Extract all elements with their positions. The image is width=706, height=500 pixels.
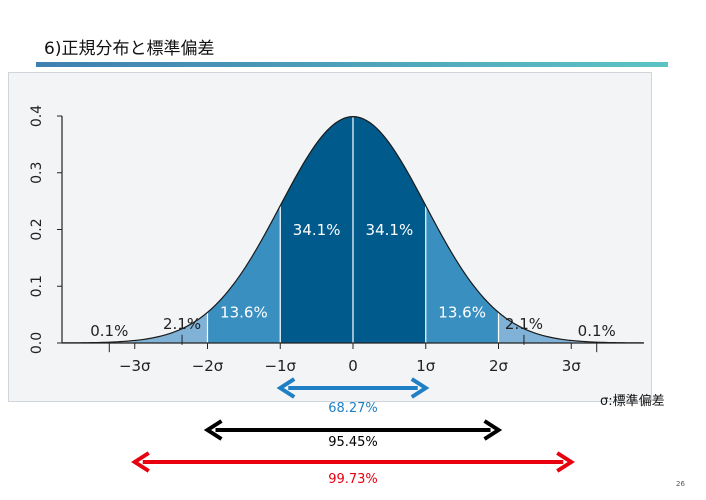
sigma-ranges: 68.27% 95.45% 99.73%	[131, 377, 575, 487]
y-tick-label: 0.1	[29, 275, 45, 297]
x-tick-label: 3σ	[562, 357, 582, 375]
x-tick-label: 1σ	[416, 357, 436, 375]
sigma-note: σ:標準偏差	[600, 394, 665, 409]
area-label: 2.1%	[163, 315, 201, 333]
arrow-head-right	[556, 451, 575, 473]
page-number: 26	[676, 480, 685, 488]
sigma-range-arrow: 68.27%	[276, 377, 430, 416]
band-area-6	[498, 312, 572, 343]
x-tick-label: 0	[348, 357, 358, 375]
x-tick-label: −1σ	[264, 357, 296, 375]
arrow-head-left	[276, 377, 296, 399]
sigma-range-label: 68.27%	[328, 401, 378, 416]
density-curve-line	[61, 115, 645, 344]
sigma-range-label: 95.45%	[328, 435, 378, 450]
sigma-range-label: 99.73%	[328, 472, 378, 487]
area-label: 13.6%	[438, 303, 486, 321]
area-label: 34.1%	[366, 221, 414, 239]
x-tick-label: −2σ	[192, 357, 224, 375]
y-tick-label: 0.2	[29, 218, 45, 240]
band-area-1	[134, 312, 208, 343]
x-tick-label: −3σ	[119, 357, 151, 375]
arrow-head-right	[483, 419, 503, 441]
area-label: 0.1%	[90, 322, 128, 340]
y-tick-label: 0.3	[29, 162, 45, 184]
y-tick-label: 0.0	[29, 332, 45, 354]
y-tick-label: 0.4	[29, 105, 45, 127]
area-label: 2.1%	[505, 315, 543, 333]
area-labels: 0.1% 2.1% 13.6% 34.1% 34.1% 13.6% 2.1% 0.1%	[90, 221, 616, 353]
area-label: 0.1%	[578, 322, 616, 340]
axes: 0.0 0.1 0.2 0.3 0.4 −3σ −2σ −1σ 0 1σ 2σ 3σ	[29, 105, 644, 375]
density-curve	[61, 115, 645, 344]
band-dividers	[206, 116, 500, 343]
arrow-head-left	[131, 451, 150, 473]
area-label: 34.1%	[293, 221, 341, 239]
arrow-head-left	[203, 419, 223, 441]
sigma-range-arrow: 99.73%	[131, 451, 575, 487]
x-tick-label: 2σ	[489, 357, 509, 375]
area-label: 13.6%	[220, 303, 268, 321]
slide-title: 6)正規分布と標準偏差	[44, 39, 215, 59]
title-rule	[36, 62, 668, 67]
sigma-range-arrow: 95.45%	[203, 419, 503, 450]
arrow-head-right	[410, 377, 430, 399]
